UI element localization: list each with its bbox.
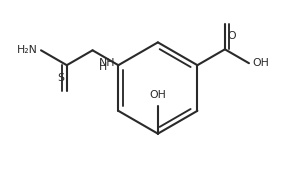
Text: NH: NH: [99, 58, 116, 68]
Text: H: H: [99, 62, 108, 72]
Text: OH: OH: [252, 58, 269, 68]
Text: S: S: [57, 73, 64, 83]
Text: O: O: [228, 32, 237, 41]
Text: H₂N: H₂N: [17, 45, 38, 55]
Text: OH: OH: [149, 90, 166, 100]
